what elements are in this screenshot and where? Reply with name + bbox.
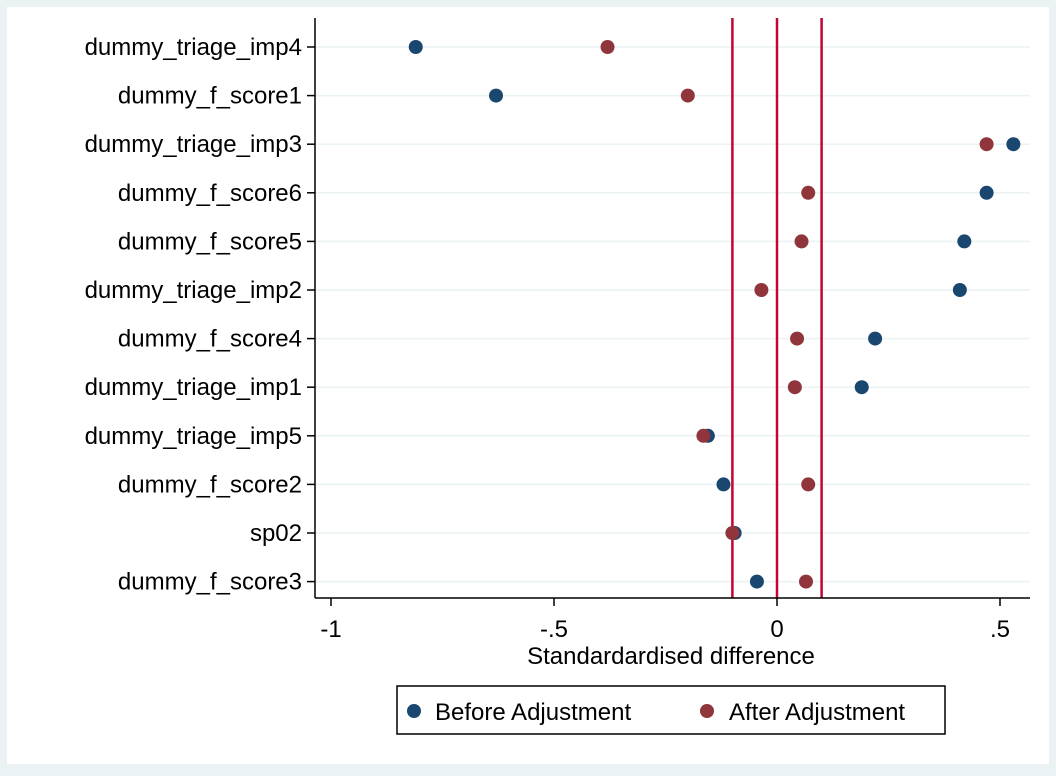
point-after-adjustment: [696, 428, 711, 443]
y-tick-label: dummy_f_score6: [118, 180, 302, 207]
plot-area: dummy_triage_imp4 dummy_f_score1 dummy_tri…: [85, 18, 1030, 643]
y-tick-label: dummy_f_score3: [118, 569, 302, 596]
point-after-adjustment: [680, 88, 695, 103]
x-tick-label: -1: [320, 616, 341, 643]
legend-marker-after: [700, 704, 714, 718]
x-tick-label: -.5: [540, 616, 568, 643]
point-before-adjustment: [854, 380, 869, 395]
point-before-adjustment: [408, 40, 423, 54]
point-after-adjustment: [600, 40, 615, 54]
figure-panel: [7, 7, 1049, 764]
y-tick-label: dummy_f_score4: [118, 326, 302, 353]
point-after-adjustment: [801, 185, 816, 200]
y-tick-label: dummy_triage_imp1: [85, 374, 302, 401]
point-after-adjustment: [979, 137, 994, 152]
point-after-adjustment: [798, 574, 813, 589]
point-before-adjustment: [957, 234, 972, 249]
legend-marker-before: [407, 704, 421, 718]
x-tick-label: .5: [990, 616, 1010, 643]
legend: Before Adjustment After Adjustment: [396, 685, 946, 735]
point-after-adjustment: [801, 477, 816, 492]
y-tick-label: dummy_f_score1: [118, 83, 302, 110]
point-after-adjustment: [794, 234, 809, 249]
legend-label-before: Before Adjustment: [435, 699, 631, 726]
y-tick-label: dummy_triage_imp3: [85, 131, 302, 158]
y-tick-label: dummy_f_score2: [118, 471, 302, 498]
x-axis-label: Standardardised difference: [527, 643, 815, 670]
point-after-adjustment: [754, 283, 769, 297]
y-tick-label: dummy_triage_imp4: [85, 34, 302, 61]
point-before-adjustment: [716, 477, 731, 492]
point-before-adjustment: [489, 88, 504, 103]
point-before-adjustment: [952, 283, 967, 297]
legend-label-after: After Adjustment: [729, 699, 905, 726]
y-tick-label: sp02: [250, 520, 302, 547]
point-before-adjustment: [1006, 137, 1021, 152]
point-before-adjustment: [868, 331, 883, 346]
point-after-adjustment: [790, 331, 805, 346]
point-before-adjustment: [749, 574, 764, 589]
y-tick-label: dummy_f_score5: [118, 228, 302, 255]
x-tick-label: 0: [770, 616, 783, 643]
y-tick-label: dummy_triage_imp5: [85, 423, 302, 450]
point-after-adjustment: [787, 380, 802, 395]
y-tick-label: dummy_triage_imp2: [85, 277, 302, 304]
point-after-adjustment: [725, 526, 740, 540]
point-before-adjustment: [979, 185, 994, 200]
legend-box: [396, 685, 946, 735]
